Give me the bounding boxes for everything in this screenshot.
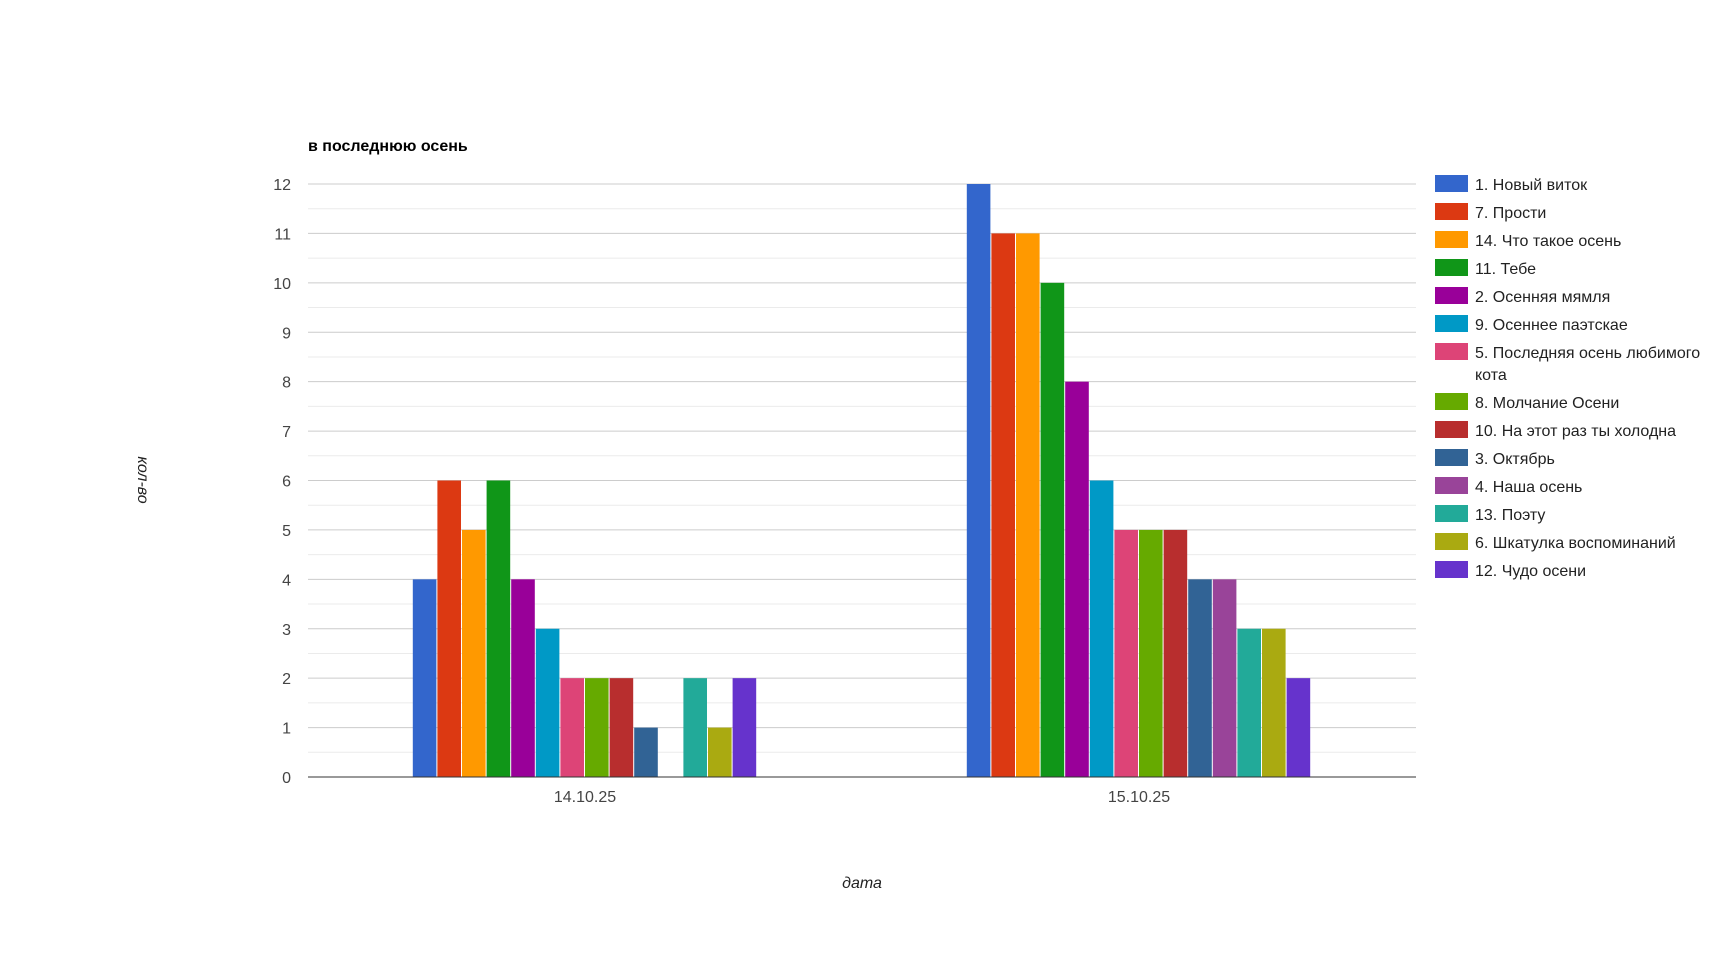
bar: [1188, 579, 1212, 777]
bar: [1286, 678, 1311, 777]
legend-item: 4. Наша осень: [1435, 477, 1582, 496]
bar: [1262, 628, 1286, 777]
bar: [991, 233, 1015, 777]
bar: [966, 184, 991, 777]
legend-label: 11. Тебе: [1475, 261, 1536, 278]
legend-item: 13. Поэту: [1435, 505, 1545, 524]
legend-item: 6. Шкатулка воспоминаний: [1435, 533, 1676, 552]
legend-item: 8. Молчание Осени: [1435, 393, 1619, 412]
bar: [1114, 529, 1138, 777]
y-tick-label: 6: [282, 474, 291, 491]
bar: [511, 579, 535, 777]
legend-label: 7. Прости: [1475, 205, 1546, 222]
legend: 1. Новый виток 7. Прости 14. Что такое осе…: [1435, 175, 1700, 580]
bar: [609, 678, 634, 777]
bar: [462, 529, 486, 777]
legend-label: 14. Что такое осень: [1475, 233, 1621, 250]
bar: [1212, 579, 1237, 777]
legend-label: 3. Октябрь: [1475, 451, 1555, 468]
chart-title: в последнюю осень: [308, 138, 468, 155]
bar: [412, 579, 437, 777]
bar: [1089, 480, 1114, 777]
bar: [1065, 381, 1089, 777]
legend-swatch: [1435, 315, 1468, 332]
legend-item: 2. Осенняя мямля: [1435, 287, 1610, 306]
y-tick-label: 5: [282, 523, 291, 540]
y-tick-label: 3: [282, 622, 291, 639]
legend-item: 5. Последняя осень любимого кота: [1435, 343, 1700, 384]
legend-swatch: [1435, 561, 1468, 578]
legend-swatch: [1435, 259, 1468, 276]
bar: [1016, 233, 1040, 777]
bar: [535, 628, 560, 777]
legend-item: 3. Октябрь: [1435, 449, 1555, 468]
y-tick-label: 1: [282, 721, 291, 738]
bar: [634, 727, 658, 777]
legend-swatch: [1435, 477, 1468, 494]
bar: [437, 480, 461, 777]
bar: [560, 678, 584, 777]
y-tick-label: 2: [282, 671, 291, 688]
legend-item: 7. Прости: [1435, 203, 1546, 222]
bar: [683, 678, 707, 777]
legend-swatch: [1435, 449, 1468, 466]
y-tick-label: 0: [282, 770, 291, 787]
legend-swatch: [1435, 175, 1468, 192]
bar: [732, 678, 757, 777]
y-tick-label: 11: [274, 226, 291, 243]
x-tick-label: 15.10.25: [1108, 789, 1170, 806]
bar: [708, 727, 732, 777]
y-tick-label: 4: [282, 572, 291, 589]
legend-label: 1. Новый виток: [1475, 177, 1588, 194]
legend-swatch: [1435, 203, 1468, 220]
x-tick-label: 14.10.25: [554, 789, 616, 806]
legend-swatch: [1435, 393, 1468, 410]
legend-item: 1. Новый виток: [1435, 175, 1588, 194]
bar: [1237, 628, 1261, 777]
y-axis-label: кол-во: [134, 456, 151, 503]
legend-label: 10. На этот раз ты холодна: [1475, 423, 1676, 440]
legend-item: 14. Что такое осень: [1435, 231, 1621, 250]
legend-label: 4. Наша осень: [1475, 479, 1582, 496]
legend-label: 6. Шкатулка воспоминаний: [1475, 535, 1676, 552]
x-axis-ticks: 14.10.25 15.10.25: [554, 789, 1170, 806]
y-tick-label: 9: [282, 325, 291, 342]
bars: [412, 184, 1311, 777]
legend-swatch: [1435, 231, 1468, 248]
legend-swatch: [1435, 533, 1468, 550]
legend-item: 11. Тебе: [1435, 259, 1536, 278]
legend-item: 10. На этот раз ты холодна: [1435, 421, 1676, 440]
legend-label: 2. Осенняя мямля: [1475, 289, 1610, 306]
legend-swatch: [1435, 343, 1468, 360]
legend-label: 12. Чудо осени: [1475, 563, 1586, 580]
legend-label: 8. Молчание Осени: [1475, 395, 1619, 412]
x-axis-label: дата: [842, 875, 882, 892]
bar: [486, 480, 511, 777]
legend-item: 12. Чудо осени: [1435, 561, 1586, 580]
legend-label: 13. Поэту: [1475, 507, 1545, 524]
y-tick-label: 8: [282, 375, 291, 392]
y-tick-label: 10: [273, 276, 291, 293]
bar: [1139, 529, 1163, 777]
bar: [1040, 282, 1065, 777]
legend-item: 9. Осеннее паэтскае: [1435, 315, 1628, 334]
bar: [1163, 529, 1188, 777]
legend-swatch: [1435, 505, 1468, 522]
legend-swatch: [1435, 421, 1468, 438]
y-tick-label: 7: [282, 424, 291, 441]
legend-swatch: [1435, 287, 1468, 304]
bar: [585, 678, 609, 777]
legend-label: 5. Последняя осень любимого кота: [1475, 345, 1700, 384]
legend-label: 9. Осеннее паэтскае: [1475, 317, 1628, 334]
y-tick-label: 12: [273, 177, 291, 194]
